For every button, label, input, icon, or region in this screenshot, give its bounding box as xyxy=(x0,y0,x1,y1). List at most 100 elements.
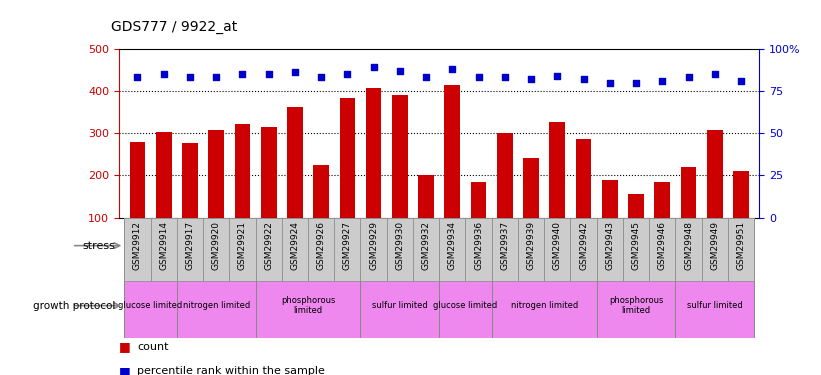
Text: GSM29948: GSM29948 xyxy=(684,220,693,270)
Bar xyxy=(602,180,617,260)
Bar xyxy=(287,107,303,260)
Bar xyxy=(365,88,382,260)
FancyBboxPatch shape xyxy=(413,217,439,281)
Text: phosphorous
limited: phosphorous limited xyxy=(281,296,335,315)
FancyBboxPatch shape xyxy=(387,217,413,281)
FancyBboxPatch shape xyxy=(282,217,308,281)
Point xyxy=(603,80,617,86)
Text: stress: stress xyxy=(82,241,115,250)
FancyBboxPatch shape xyxy=(334,217,360,281)
FancyBboxPatch shape xyxy=(728,217,754,281)
Text: anaerobic: anaerobic xyxy=(567,239,626,252)
Bar xyxy=(156,132,172,260)
Text: GSM29912: GSM29912 xyxy=(133,220,142,270)
Point xyxy=(314,74,328,81)
FancyBboxPatch shape xyxy=(177,274,255,338)
FancyBboxPatch shape xyxy=(439,217,466,281)
Text: GSM29917: GSM29917 xyxy=(186,220,195,270)
Text: GSM29949: GSM29949 xyxy=(710,220,719,270)
Point xyxy=(472,74,485,81)
Point xyxy=(577,76,590,82)
FancyBboxPatch shape xyxy=(177,217,203,281)
Bar xyxy=(733,171,749,260)
Bar xyxy=(261,127,277,260)
Text: ■: ■ xyxy=(119,365,131,375)
Bar xyxy=(444,85,461,260)
FancyBboxPatch shape xyxy=(492,274,597,338)
Text: GSM29940: GSM29940 xyxy=(553,220,562,270)
Bar xyxy=(628,194,644,260)
Text: nitrogen limited: nitrogen limited xyxy=(511,301,578,310)
Text: GSM29939: GSM29939 xyxy=(526,220,535,270)
Point xyxy=(525,76,538,82)
FancyBboxPatch shape xyxy=(360,274,439,338)
Point xyxy=(630,80,643,86)
Text: sulfur limited: sulfur limited xyxy=(372,301,428,310)
Bar xyxy=(209,130,224,260)
FancyBboxPatch shape xyxy=(255,274,360,338)
Point xyxy=(288,69,301,75)
FancyBboxPatch shape xyxy=(702,217,728,281)
Bar xyxy=(654,183,670,260)
FancyBboxPatch shape xyxy=(308,217,334,281)
FancyBboxPatch shape xyxy=(439,274,492,338)
Bar xyxy=(235,124,250,260)
Point xyxy=(656,78,669,84)
Bar xyxy=(549,122,565,260)
Text: GSM29926: GSM29926 xyxy=(317,220,326,270)
Text: growth protocol: growth protocol xyxy=(33,301,115,310)
Bar xyxy=(340,98,355,260)
Point xyxy=(682,74,695,81)
Text: GSM29921: GSM29921 xyxy=(238,220,247,270)
Bar xyxy=(130,142,145,260)
FancyBboxPatch shape xyxy=(466,217,492,281)
Text: GSM29914: GSM29914 xyxy=(159,220,168,270)
Point xyxy=(420,74,433,81)
Text: GSM29946: GSM29946 xyxy=(658,220,667,270)
Text: ■: ■ xyxy=(119,340,131,353)
Text: GSM29945: GSM29945 xyxy=(631,220,640,270)
Point xyxy=(498,74,511,81)
FancyBboxPatch shape xyxy=(360,217,387,281)
FancyBboxPatch shape xyxy=(571,217,597,281)
Bar xyxy=(314,165,329,260)
Text: phosphorous
limited: phosphorous limited xyxy=(609,296,663,315)
Bar xyxy=(523,158,539,260)
FancyBboxPatch shape xyxy=(124,217,439,274)
Point xyxy=(183,74,196,81)
FancyBboxPatch shape xyxy=(649,217,676,281)
Point xyxy=(341,71,354,77)
Text: sulfur limited: sulfur limited xyxy=(687,301,743,310)
FancyBboxPatch shape xyxy=(623,217,649,281)
Text: GSM29927: GSM29927 xyxy=(343,220,352,270)
Text: GSM29943: GSM29943 xyxy=(605,220,614,270)
Text: GSM29937: GSM29937 xyxy=(500,220,509,270)
Text: GSM29924: GSM29924 xyxy=(291,220,300,270)
FancyBboxPatch shape xyxy=(255,217,282,281)
Bar xyxy=(497,133,513,260)
Text: GSM29934: GSM29934 xyxy=(448,220,456,270)
Bar xyxy=(707,130,722,260)
Text: GSM29936: GSM29936 xyxy=(474,220,483,270)
FancyBboxPatch shape xyxy=(676,274,754,338)
Text: GSM29951: GSM29951 xyxy=(736,220,745,270)
Text: GSM29942: GSM29942 xyxy=(579,220,588,270)
Text: GSM29922: GSM29922 xyxy=(264,220,273,270)
Point xyxy=(157,71,170,77)
FancyBboxPatch shape xyxy=(124,274,177,338)
FancyBboxPatch shape xyxy=(676,217,702,281)
Text: glucose limited: glucose limited xyxy=(118,301,182,310)
Text: aerobic: aerobic xyxy=(260,239,304,252)
Text: GSM29930: GSM29930 xyxy=(396,220,405,270)
Bar xyxy=(392,95,408,260)
Text: GSM29920: GSM29920 xyxy=(212,220,221,270)
FancyBboxPatch shape xyxy=(229,217,255,281)
Point xyxy=(551,73,564,79)
Bar xyxy=(182,143,198,260)
Text: GSM29932: GSM29932 xyxy=(422,220,430,270)
Point xyxy=(393,68,406,74)
FancyBboxPatch shape xyxy=(597,274,676,338)
Point xyxy=(367,64,380,70)
Bar xyxy=(576,140,591,260)
Point xyxy=(735,78,748,84)
